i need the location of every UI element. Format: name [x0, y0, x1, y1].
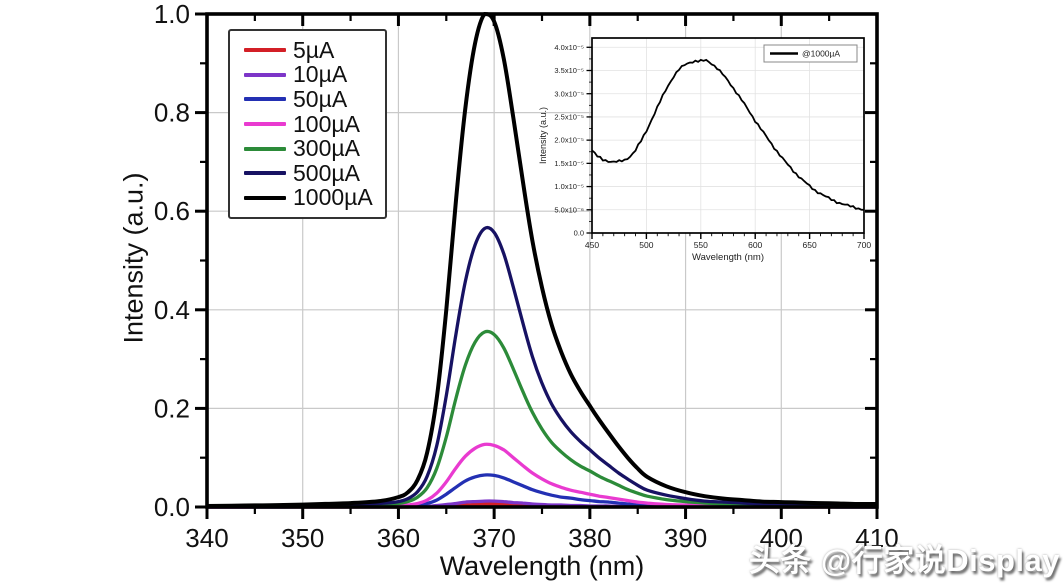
inset-plot-frame [591, 37, 865, 234]
x-tick-label: 360 [377, 523, 420, 553]
y-tick-label: 0.6 [154, 196, 190, 226]
inset-y-tick-label: 1.0x10⁻⁵ [554, 182, 584, 191]
x-tick-label: 390 [664, 523, 707, 553]
inset-y-axis-title: Intensity (a.u.) [538, 107, 548, 164]
inset-y-tick-label: 5.0x10⁻⁶ [554, 205, 584, 214]
y-axis-title: Intensity (a.u.) [118, 172, 149, 344]
curve-100µA [206, 442, 877, 509]
x-axis-title: Wavelength (nm) [439, 551, 645, 581]
inset-y-tick-label: 3.5x10⁻⁵ [554, 66, 584, 75]
legend-item-500µA: 500µA [244, 161, 373, 186]
inset-y-tick-label: 0.0 [574, 229, 584, 238]
main-plot-frame [205, 12, 879, 509]
inset-legend-label: @1000µA [802, 49, 840, 59]
legend-line-swatch [244, 171, 286, 176]
x-tick-label: 370 [472, 523, 515, 553]
x-tick-label: 350 [281, 523, 324, 553]
legend-line-swatch [244, 195, 286, 200]
inset-tick-labels: 450 500 550 600 650 700 0.0 5.0x10⁻⁶ 1.0x10⁻⁵ 1.5… [554, 43, 871, 250]
legend: 5µA 10µA 50µA 100µA 300µA 500µA 1000µA [228, 29, 387, 220]
watermark: 头条 @行家说Display [748, 543, 1060, 578]
inset-y-tick-label: 4.0x10⁻⁵ [554, 43, 584, 52]
inset-y-tick-label: 2.5x10⁻⁵ [554, 113, 584, 122]
legend-item-label: 100µA [293, 110, 360, 137]
legend-line-swatch [244, 146, 286, 151]
inset-ticks [586, 46, 865, 239]
inset-y-tick-label: 2.0x10⁻⁵ [554, 136, 584, 145]
x-tick-label: 340 [185, 523, 228, 553]
curve-500µA [206, 225, 878, 509]
legend-item-label: 10µA [293, 61, 348, 88]
legend-line-swatch [244, 122, 286, 127]
inset-x-tick-label: 500 [639, 240, 653, 250]
y-tick-label: 0.2 [154, 393, 190, 423]
y-tick-label: 0.4 [154, 295, 190, 325]
legend-item-label: 50µA [293, 85, 348, 112]
curve-1000µA [206, 12, 878, 509]
legend-line-swatch [244, 97, 286, 102]
inset-x-axis-title: Wavelength (nm) [692, 252, 764, 263]
inset-x-tick-label: 700 [857, 240, 871, 250]
x-tick-label: 380 [568, 523, 611, 553]
legend-line-swatch [244, 48, 286, 53]
inset-y-tick-label: 1.5x10⁻⁵ [554, 159, 584, 168]
legend-item-label: 5µA [293, 36, 335, 63]
main-tick-labels: 340 350 360 370 380 390 400 410 0.0 0.2 0.4 0.6 0.8 1… [154, 0, 899, 553]
inset-x-tick-label: 600 [748, 240, 762, 250]
legend-item-50µA: 50µA [244, 87, 373, 112]
legend-item-1000µA: 1000µA [244, 186, 373, 211]
y-tick-label: 1.0 [154, 0, 190, 29]
inset-x-tick-label: 550 [694, 240, 708, 250]
x-tick-label: 400 [760, 523, 803, 553]
y-tick-label: 0.0 [154, 492, 190, 522]
legend-item-5µA: 5µA [244, 38, 373, 63]
x-tick-label: 410 [855, 523, 898, 553]
inset-legend: @1000µA [763, 44, 858, 63]
main-ticks [195, 12, 879, 519]
y-tick-label: 0.8 [154, 98, 190, 128]
legend-item-100µA: 100µA [244, 112, 373, 137]
inset-x-tick-label: 650 [803, 240, 817, 250]
inset-chart: 450 500 550 600 650 700 0.0 5.0x10⁻⁶ 1.0x10⁻⁵ 1.5… [538, 37, 871, 263]
legend-item-label: 300µA [293, 135, 360, 162]
legend-item-label: 500µA [293, 159, 360, 186]
legend-item-label: 1000µA [293, 184, 373, 211]
legend-item-300µA: 300µA [244, 136, 373, 161]
inset-x-tick-label: 450 [585, 240, 599, 250]
inset-y-tick-label: 3.0x10⁻⁵ [554, 89, 584, 98]
legend-item-10µA: 10µA [244, 63, 373, 88]
legend-line-swatch [244, 72, 286, 77]
inset-curve-1000uA [591, 58, 865, 211]
